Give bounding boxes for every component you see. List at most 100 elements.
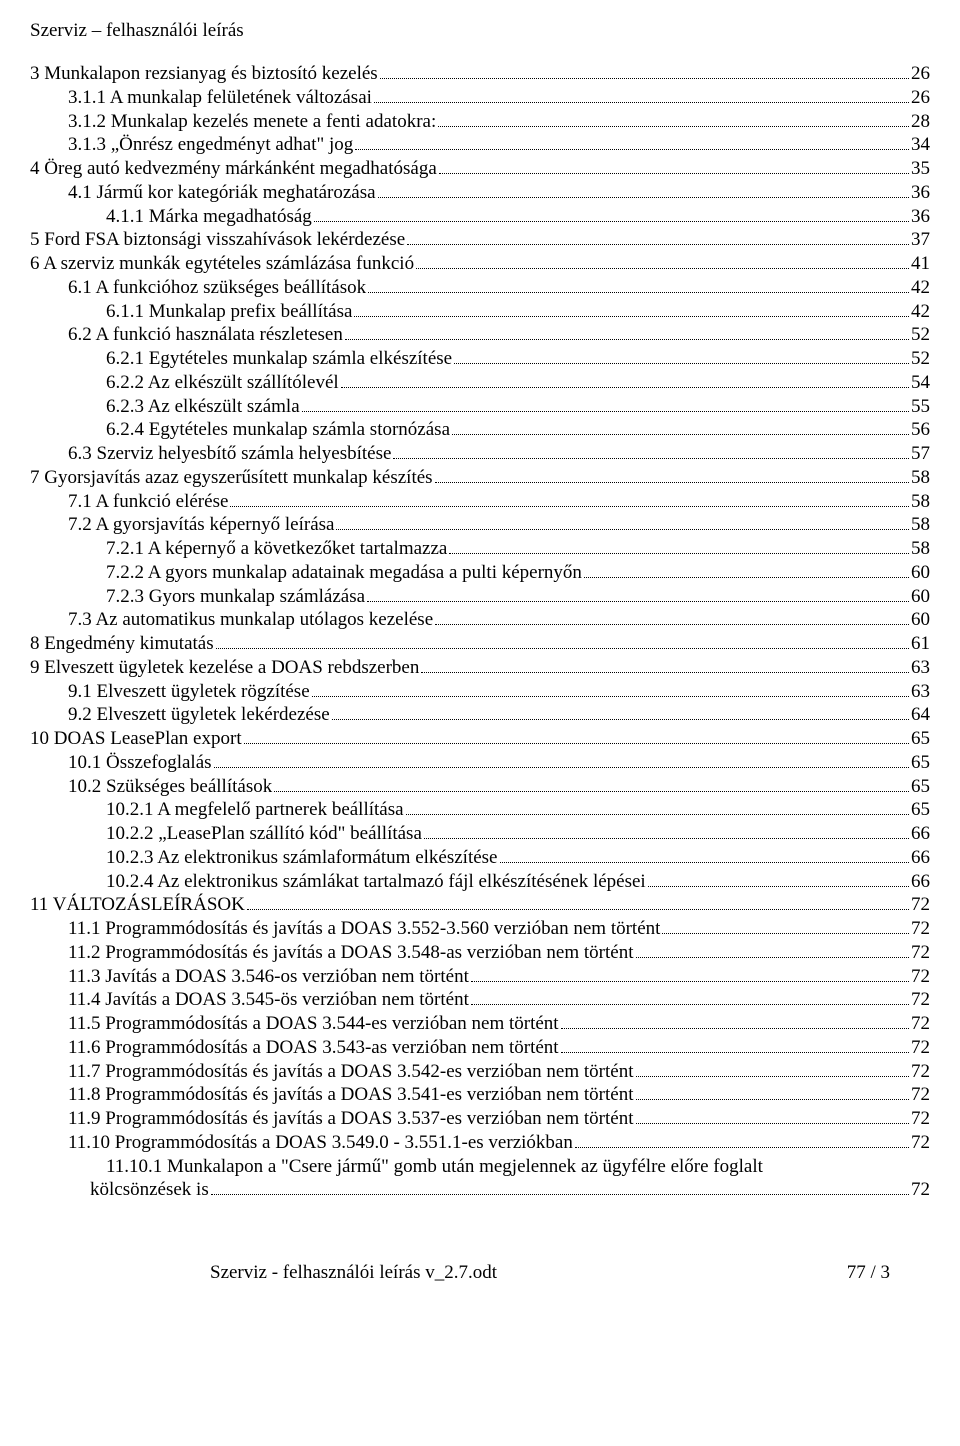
toc-entry-page: 60 (911, 585, 930, 609)
toc-entry-page: 42 (911, 276, 930, 300)
toc-entry: 3.1.2 Munkalap kezelés menete a fenti ad… (30, 110, 930, 134)
toc-entry-wrap-text: kölcsönzések is (90, 1178, 209, 1202)
toc-entry-text: 10 DOAS LeasePlan export (30, 727, 242, 751)
toc-entry: 6.1 A funkcióhoz szükséges beállítások 42 (30, 276, 930, 300)
toc-entry: 7.1 A funkció elérése 58 (30, 490, 930, 514)
toc-entry: 11.9 Programmódosítás és javítás a DOAS … (30, 1107, 930, 1131)
toc-entry-page: 66 (911, 870, 930, 894)
toc-entry-page: 61 (911, 632, 930, 656)
toc-entry-page: 57 (911, 442, 930, 466)
toc-leader-dots (636, 1123, 910, 1124)
toc-entry-page: 26 (911, 62, 930, 86)
toc-entry: 7.3 Az automatikus munkalap utólagos kez… (30, 608, 930, 632)
toc-leader-dots (230, 506, 909, 507)
toc-leader-dots (354, 316, 909, 317)
toc-leader-dots (575, 1147, 909, 1148)
toc-entry-page: 72 (911, 988, 930, 1012)
toc-entry: 8 Engedmény kimutatás 61 (30, 632, 930, 656)
toc-entry-text: 11 VÁLTOZÁSLEÍRÁSOK (30, 893, 245, 917)
toc-leader-dots (421, 672, 909, 673)
toc-entry-page: 72 (911, 1107, 930, 1131)
toc-entry: 11.7 Programmódosítás és javítás a DOAS … (30, 1060, 930, 1084)
toc-entry: 4.1.1 Márka megadhatóság36 (30, 205, 930, 229)
toc-entry: 11.4 Javítás a DOAS 3.545-ös verzióban n… (30, 988, 930, 1012)
toc-leader-dots (378, 197, 909, 198)
toc-entry-page: 58 (911, 513, 930, 537)
toc-leader-dots (367, 601, 909, 602)
toc-entry-page: 54 (911, 371, 930, 395)
toc-entry-text: 7 Gyorsjavítás azaz egyszerűsített munka… (30, 466, 433, 490)
toc-entry-text: 6.1 A funkcióhoz szükséges beállítások (68, 276, 366, 300)
toc-leader-dots (438, 126, 909, 127)
toc-entry-text: 7.2 A gyorsjavítás képernyő leírása (68, 513, 334, 537)
toc-entry-page: 35 (911, 157, 930, 181)
toc-entry: 10.2.3 Az elektronikus számlaformátum el… (30, 846, 930, 870)
toc-leader-dots (380, 78, 909, 79)
toc-entry: 11.10.1 Munkalapon a "Csere jármű" gomb … (30, 1155, 930, 1179)
toc-entry-page: 34 (911, 133, 930, 157)
toc-entry-text: 6.2.3 Az elkészült számla (106, 395, 300, 419)
toc-entry-page: 72 (911, 1060, 930, 1084)
toc-leader-dots (452, 434, 909, 435)
toc-leader-dots (449, 553, 909, 554)
toc-entry-page: 60 (911, 608, 930, 632)
toc-leader-dots (584, 577, 909, 578)
toc-entry-page: 64 (911, 703, 930, 727)
toc-entry-text: 3 Munkalapon rezsianyag és biztosító kez… (30, 62, 378, 86)
toc-entry-page: 52 (911, 323, 930, 347)
toc-entry-page: 66 (911, 822, 930, 846)
toc-entry: 7 Gyorsjavítás azaz egyszerűsített munka… (30, 466, 930, 490)
toc-leader-dots (341, 387, 909, 388)
toc-leader-dots (406, 814, 909, 815)
toc-entry: 9.2 Elveszett ügyletek lekérdezése64 (30, 703, 930, 727)
toc-entry-page: 65 (911, 775, 930, 799)
toc-entry-text: 10.1 Összefoglalás (68, 751, 212, 775)
footer-page-number: 77 / 3 (847, 1262, 890, 1284)
toc-entry: 6 A szerviz munkák egytételes számlázása… (30, 252, 930, 276)
toc-leader-dots (393, 458, 909, 459)
toc-entry-text: 7.1 A funkció elérése (68, 490, 228, 514)
toc-entry-page: 72 (911, 1178, 930, 1202)
toc-entry-text: 8 Engedmény kimutatás (30, 632, 214, 656)
toc-entry-page: 66 (911, 846, 930, 870)
toc-entry: 6.3 Szerviz helyesbítő számla helyesbíté… (30, 442, 930, 466)
toc-leader-dots (471, 1004, 909, 1005)
toc-entry-text: 11.3 Javítás a DOAS 3.546-os verzióban n… (68, 965, 469, 989)
toc-entry-text: 10.2.1 A megfelelő partnerek beállítása (106, 798, 404, 822)
toc-entry: 9 Elveszett ügyletek kezelése a DOAS reb… (30, 656, 930, 680)
toc-entry: 9.1 Elveszett ügyletek rögzítése63 (30, 680, 930, 704)
toc-leader-dots (312, 696, 909, 697)
toc-entry: 4.1 Jármű kor kategóriák meghatározása36 (30, 181, 930, 205)
toc-entry-text: 6.2.1 Egytételes munkalap számla elkészí… (106, 347, 452, 371)
toc-entry: 10.2.4 Az elektronikus számlákat tartalm… (30, 870, 930, 894)
toc-entry-text: 11.4 Javítás a DOAS 3.545-ös verzióban n… (68, 988, 469, 1012)
toc-entry-page: 58 (911, 490, 930, 514)
toc-leader-dots (416, 268, 909, 269)
toc-entry-page: 37 (911, 228, 930, 252)
toc-entry-page: 72 (911, 917, 930, 941)
toc-entry-text: 6 A szerviz munkák egytételes számlázása… (30, 252, 414, 276)
toc-entry-text: 11.10.1 Munkalapon a "Csere jármű" gomb … (106, 1155, 763, 1179)
toc-entry-text: 11.2 Programmódosítás és javítás a DOAS … (68, 941, 634, 965)
toc-entry-text: 11.5 Programmódosítás a DOAS 3.544-es ve… (68, 1012, 559, 1036)
toc-leader-dots (439, 173, 909, 174)
toc-entry: 11.6 Programmódosítás a DOAS 3.543-as ve… (30, 1036, 930, 1060)
toc-leader-dots (336, 529, 909, 530)
toc-entry-text: 11.6 Programmódosítás a DOAS 3.543-as ve… (68, 1036, 559, 1060)
toc-entry-page: 56 (911, 418, 930, 442)
toc-leader-dots (636, 1076, 910, 1077)
toc-entry: 11.1 Programmódosítás és javítás a DOAS … (30, 917, 930, 941)
toc-leader-dots (216, 648, 909, 649)
toc-leader-dots (211, 1194, 909, 1195)
toc-leader-dots (374, 102, 909, 103)
toc-entry-page: 72 (911, 965, 930, 989)
toc-entry-text: 11.8 Programmódosítás és javítás a DOAS … (68, 1083, 634, 1107)
toc-entry: 6.2.2 Az elkészült szállítólevél54 (30, 371, 930, 395)
toc-entry: 10.1 Összefoglalás65 (30, 751, 930, 775)
toc-entry-page: 36 (911, 181, 930, 205)
toc-entry-text: 6.2 A funkció használata részletesen (68, 323, 343, 347)
toc-entry-text: 11.1 Programmódosítás és javítás a DOAS … (68, 917, 660, 941)
toc-entry-text: 4.1.1 Márka megadhatóság (106, 205, 312, 229)
toc-entry-page: 63 (911, 680, 930, 704)
toc-entry: 6.2.1 Egytételes munkalap számla elkészí… (30, 347, 930, 371)
